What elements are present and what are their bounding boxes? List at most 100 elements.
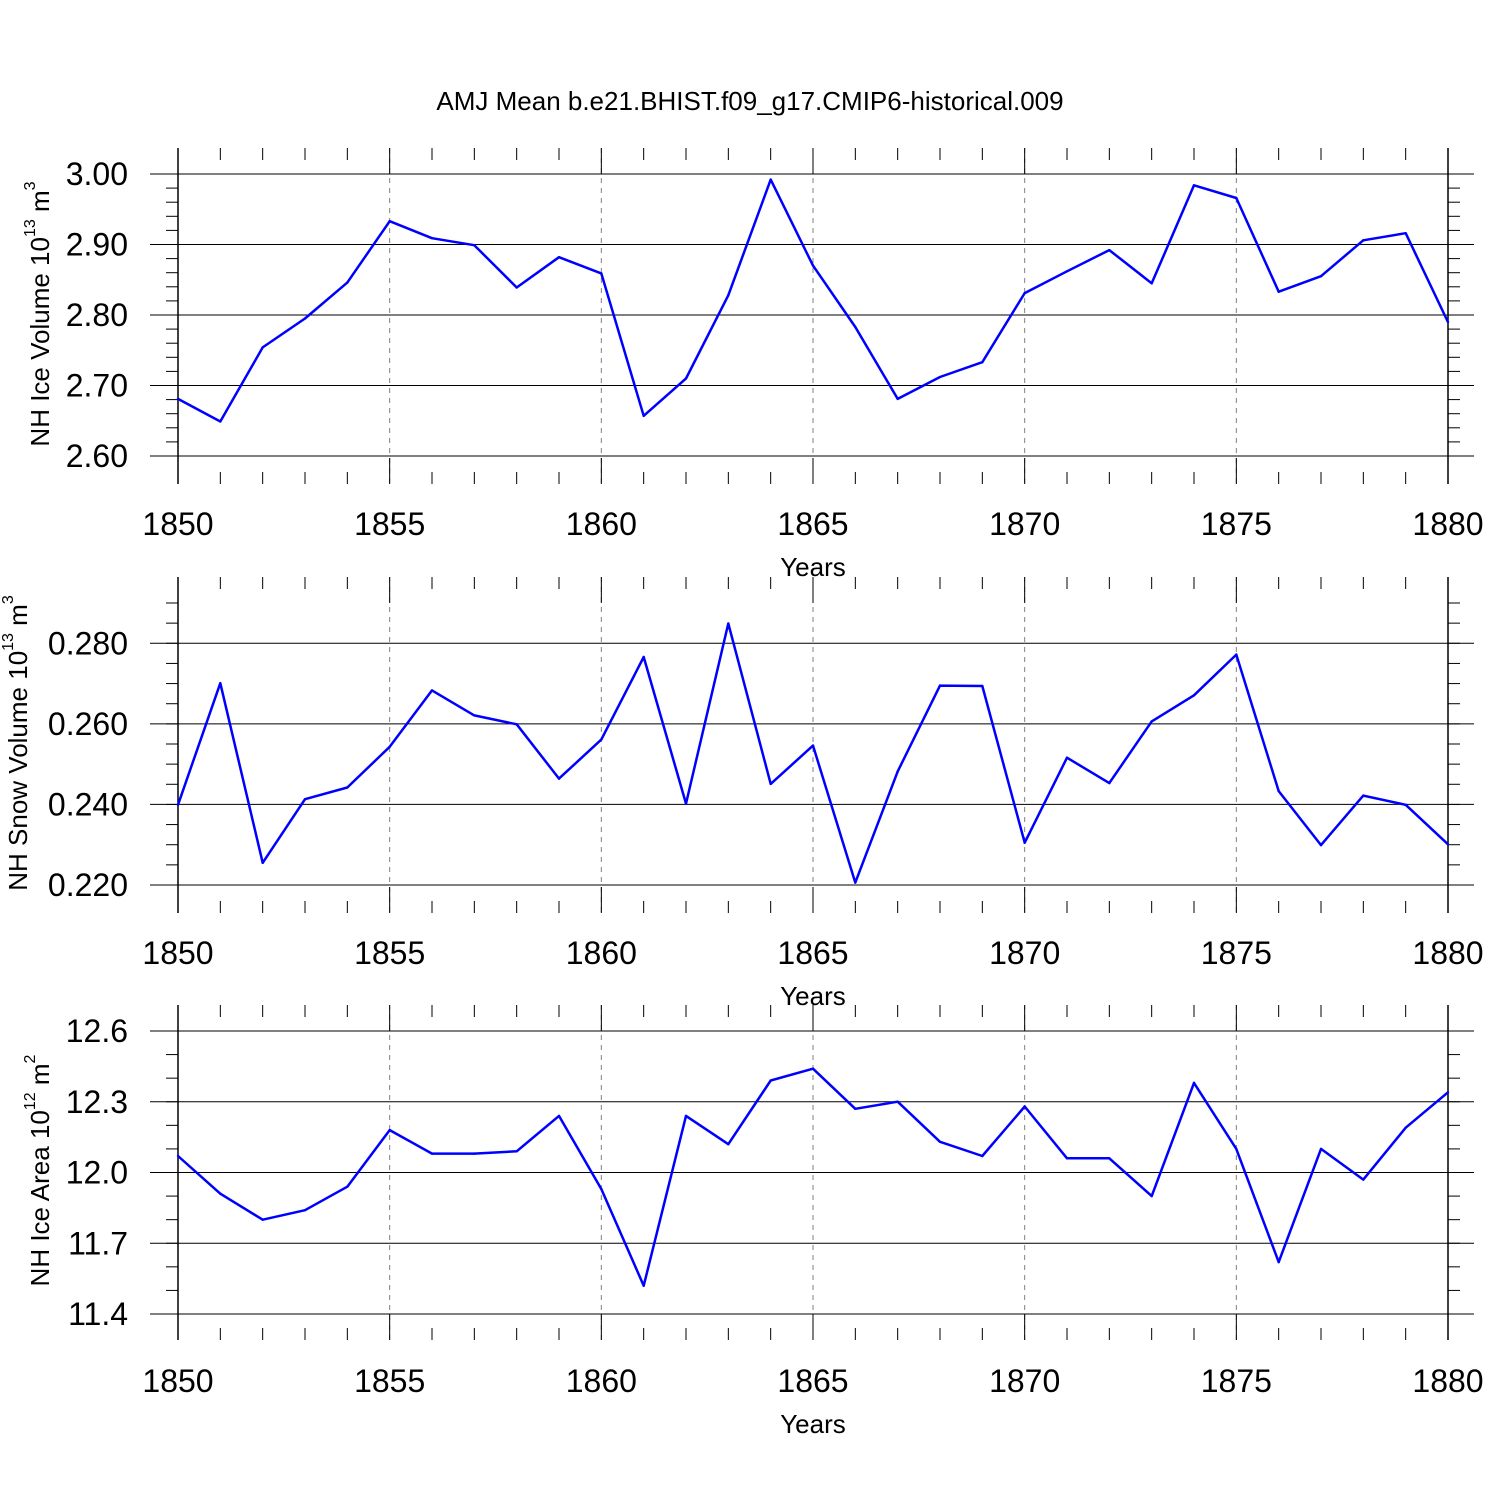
data-point <box>1108 248 1111 252</box>
x-tick-label: 1870 <box>989 1363 1060 1399</box>
y-title-unit-power: 3 <box>0 595 17 604</box>
data-point <box>896 770 899 773</box>
data-point <box>727 294 730 297</box>
y-title-exponent: 13 <box>0 633 17 651</box>
data-point <box>219 1192 222 1195</box>
data-point <box>515 1150 518 1153</box>
y-title-unit-power: 2 <box>22 1054 39 1063</box>
data-point <box>1277 789 1280 793</box>
x-tick-label: 1865 <box>777 506 848 542</box>
x-tick-label: 1865 <box>777 935 848 971</box>
x-tick-label: 1850 <box>142 506 213 542</box>
data-point <box>684 377 688 380</box>
data-point <box>1446 1091 1450 1094</box>
data-point <box>1108 781 1111 785</box>
data-point <box>557 777 561 780</box>
y-title-main: NH Ice Area 10 <box>25 1110 55 1286</box>
y-tick-label: 0.220 <box>48 867 128 903</box>
data-point <box>938 684 942 687</box>
x-tick-label: 1850 <box>142 1363 213 1399</box>
data-point <box>600 1187 603 1191</box>
data-point <box>261 346 264 349</box>
data-point <box>1362 239 1365 242</box>
data-point <box>1065 270 1069 273</box>
x-tick-label: 1875 <box>1201 506 1272 542</box>
data-point <box>727 1143 730 1146</box>
data-point <box>176 803 180 807</box>
y-tick-label: 2.90 <box>66 227 128 263</box>
data-point <box>1023 841 1026 844</box>
y-title-unit: m <box>25 190 55 219</box>
data-point <box>981 684 984 688</box>
data-point <box>1446 320 1450 324</box>
data-point <box>346 786 349 789</box>
y-axis-title: NH Snow Volume 1013 m3 <box>0 595 33 891</box>
data-point <box>642 1284 645 1287</box>
data-point <box>1362 1178 1365 1181</box>
data-point <box>811 744 815 747</box>
data-point <box>1404 232 1407 235</box>
x-tick-label: 1870 <box>989 506 1060 542</box>
data-point <box>557 1114 561 1118</box>
data-point <box>430 236 434 240</box>
x-axis-title: Years <box>780 1409 846 1439</box>
y-tick-label: 2.60 <box>66 438 128 474</box>
data-point <box>303 317 307 320</box>
data-point <box>176 1154 180 1158</box>
data-point <box>261 861 264 865</box>
data-point <box>981 1154 984 1158</box>
data-point <box>303 797 307 801</box>
data-point <box>1235 196 1238 200</box>
data-point <box>388 745 391 749</box>
data-point <box>1319 1147 1323 1151</box>
data-point <box>854 881 857 884</box>
data-point <box>938 375 942 379</box>
data-point <box>1446 843 1450 846</box>
data-point <box>642 414 645 418</box>
data-point <box>430 1152 434 1155</box>
data-point <box>1192 184 1196 187</box>
y-title-exponent: 13 <box>22 219 39 237</box>
y-tick-label: 12.3 <box>66 1084 128 1120</box>
data-point <box>1235 1147 1238 1151</box>
x-tick-label: 1855 <box>354 506 425 542</box>
data-point <box>1023 291 1026 295</box>
x-tick-label: 1880 <box>1412 506 1483 542</box>
data-point <box>1065 756 1069 759</box>
data-point <box>1362 794 1365 797</box>
y-tick-label: 2.80 <box>66 297 128 333</box>
x-tick-label: 1850 <box>142 935 213 971</box>
data-point <box>1319 843 1323 847</box>
y-tick-label: 0.280 <box>48 625 128 661</box>
data-point <box>1277 290 1280 293</box>
data-point <box>176 397 180 401</box>
data-point <box>642 655 645 659</box>
data-point <box>981 361 984 364</box>
y-title-main: NH Snow Volume 10 <box>3 651 33 891</box>
data-point <box>473 1152 476 1155</box>
data-point <box>854 1107 857 1111</box>
y-axis-title: NH Ice Area 1012 m2 <box>22 1054 55 1286</box>
y-title-main: NH Ice Volume 10 <box>25 237 55 447</box>
data-point <box>727 622 730 625</box>
data-point <box>515 286 518 289</box>
x-tick-label: 1860 <box>566 506 637 542</box>
data-point <box>769 1079 772 1082</box>
data-point <box>219 420 222 423</box>
figure-title: AMJ Mean b.e21.BHIST.f09_g17.CMIP6-histo… <box>436 86 1063 116</box>
data-point <box>219 681 222 685</box>
x-tick-label: 1875 <box>1201 1363 1272 1399</box>
data-point <box>303 1209 307 1212</box>
x-tick-label: 1855 <box>354 1363 425 1399</box>
data-point <box>1319 275 1323 278</box>
data-point <box>769 178 772 181</box>
x-tick-label: 1880 <box>1412 1363 1483 1399</box>
data-point <box>261 1218 264 1221</box>
y-title-unit: m <box>25 1063 55 1092</box>
data-point <box>854 325 857 329</box>
data-point <box>811 264 815 267</box>
y-tick-label: 11.7 <box>68 1225 128 1261</box>
data-point <box>473 244 476 247</box>
y-tick-label: 3.00 <box>66 156 128 192</box>
